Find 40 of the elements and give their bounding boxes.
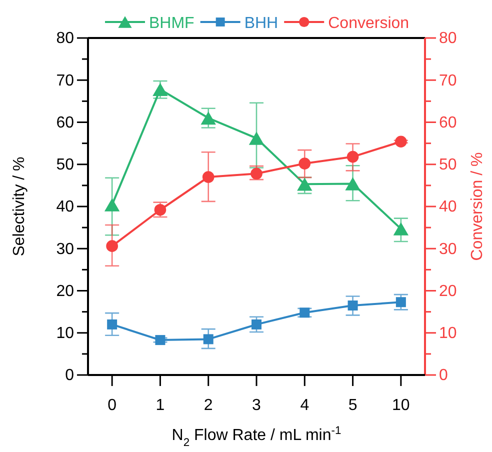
point: [297, 178, 312, 191]
x-tick-label: 3: [252, 396, 262, 414]
y2-tick-label: 0: [439, 367, 448, 384]
x-tick-label: 5: [348, 396, 358, 414]
y2-tick-label: 10: [439, 324, 457, 342]
legend-label: BHMF: [149, 15, 195, 32]
x-axis-title: N$_{2}$ Flow Rate / mL min$^{-1}$: [172, 425, 342, 449]
y-tick-label: 30: [56, 240, 74, 258]
y-tick-label: 70: [56, 72, 74, 90]
y-tick-label: 60: [56, 114, 74, 132]
y2-axis-title: Conversion / %: [469, 152, 486, 261]
x-tick-label: 10: [392, 396, 410, 414]
y-tick-label: 50: [56, 156, 74, 174]
x-tick-label: 0: [108, 396, 117, 414]
point: [106, 240, 118, 252]
point: [248, 132, 264, 145]
y2-tick-label: 40: [439, 198, 457, 216]
y2-tick-label: 30: [439, 240, 457, 258]
y-tick-label: 40: [56, 198, 74, 216]
y2-tick-label: 70: [439, 72, 457, 90]
y-tick-label: 80: [56, 30, 74, 48]
y2-tick-label: 50: [439, 156, 457, 174]
point: [104, 198, 120, 212]
y-axis-title: Selectivity / %: [11, 156, 28, 256]
x-tick-label: 4: [300, 396, 310, 414]
legend-label: Conversion: [328, 15, 410, 32]
y-tick-label: 0: [65, 367, 74, 384]
y2-tick-label: 80: [439, 30, 457, 48]
point: [393, 222, 409, 236]
legend-label: BHH: [244, 15, 278, 32]
point: [345, 177, 360, 190]
y2-tick-label: 20: [439, 282, 457, 300]
y2-tick-label: 60: [439, 114, 457, 132]
point: [346, 150, 359, 163]
x-tick-label: 1: [156, 396, 165, 414]
y-tick-label: 10: [56, 324, 74, 342]
x-tick-label: 2: [204, 396, 213, 414]
y-tick-label: 20: [56, 282, 74, 300]
point: [202, 171, 214, 183]
point: [298, 158, 311, 170]
